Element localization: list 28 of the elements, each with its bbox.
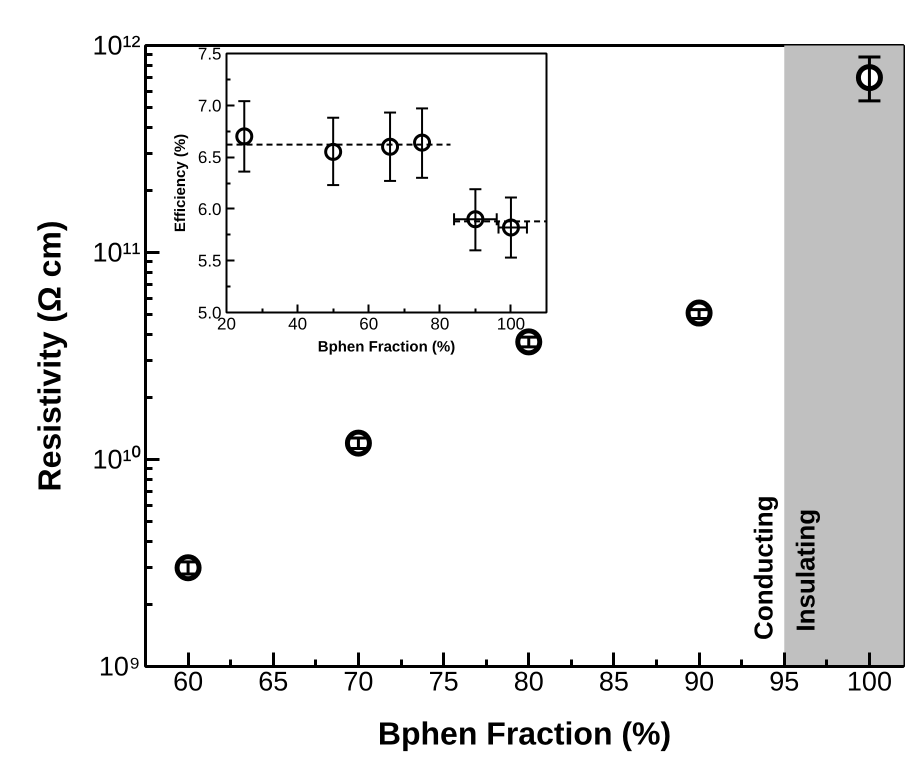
x-tick-label: 90 xyxy=(684,666,714,696)
x-tick-label: 65 xyxy=(258,666,288,696)
x-tick-label: 100 xyxy=(496,314,526,334)
y-axis-title: Efficiency (%) xyxy=(172,134,189,232)
y-tick-label: 10⁹ xyxy=(98,652,141,682)
x-tick-label: 75 xyxy=(428,666,459,696)
y-tick-label: 5.5 xyxy=(198,252,222,271)
x-tick-label: 100 xyxy=(846,666,892,696)
y-tick-label: 10¹⁰ xyxy=(92,444,141,474)
y-tick-label: 10¹² xyxy=(92,30,141,60)
y-axis-title: Resistivity (Ω cm) xyxy=(31,220,68,492)
y-tick-label: 7.5 xyxy=(198,44,222,64)
x-tick-label: 40 xyxy=(288,314,308,334)
x-tick-label: 85 xyxy=(598,666,629,696)
y-tick-label: 10¹¹ xyxy=(92,238,141,268)
y-tick-label: 7.0 xyxy=(198,96,222,116)
x-tick-label: 95 xyxy=(769,666,800,696)
x-axis-title: Bphen Fraction (%) xyxy=(318,338,456,356)
x-tick-label: 80 xyxy=(430,314,450,334)
x-tick-label: 80 xyxy=(514,666,544,696)
x-tick-label: 60 xyxy=(173,666,204,696)
annotation: Conducting xyxy=(748,496,778,640)
x-tick-label: 60 xyxy=(359,314,378,334)
y-tick-label: 6.5 xyxy=(198,148,222,168)
x-tick-label: 70 xyxy=(343,666,374,696)
x-axis-title: Bphen Fraction (%) xyxy=(378,716,672,752)
y-tick-label: 6.0 xyxy=(198,200,222,219)
band-label: Insulating xyxy=(790,508,820,632)
